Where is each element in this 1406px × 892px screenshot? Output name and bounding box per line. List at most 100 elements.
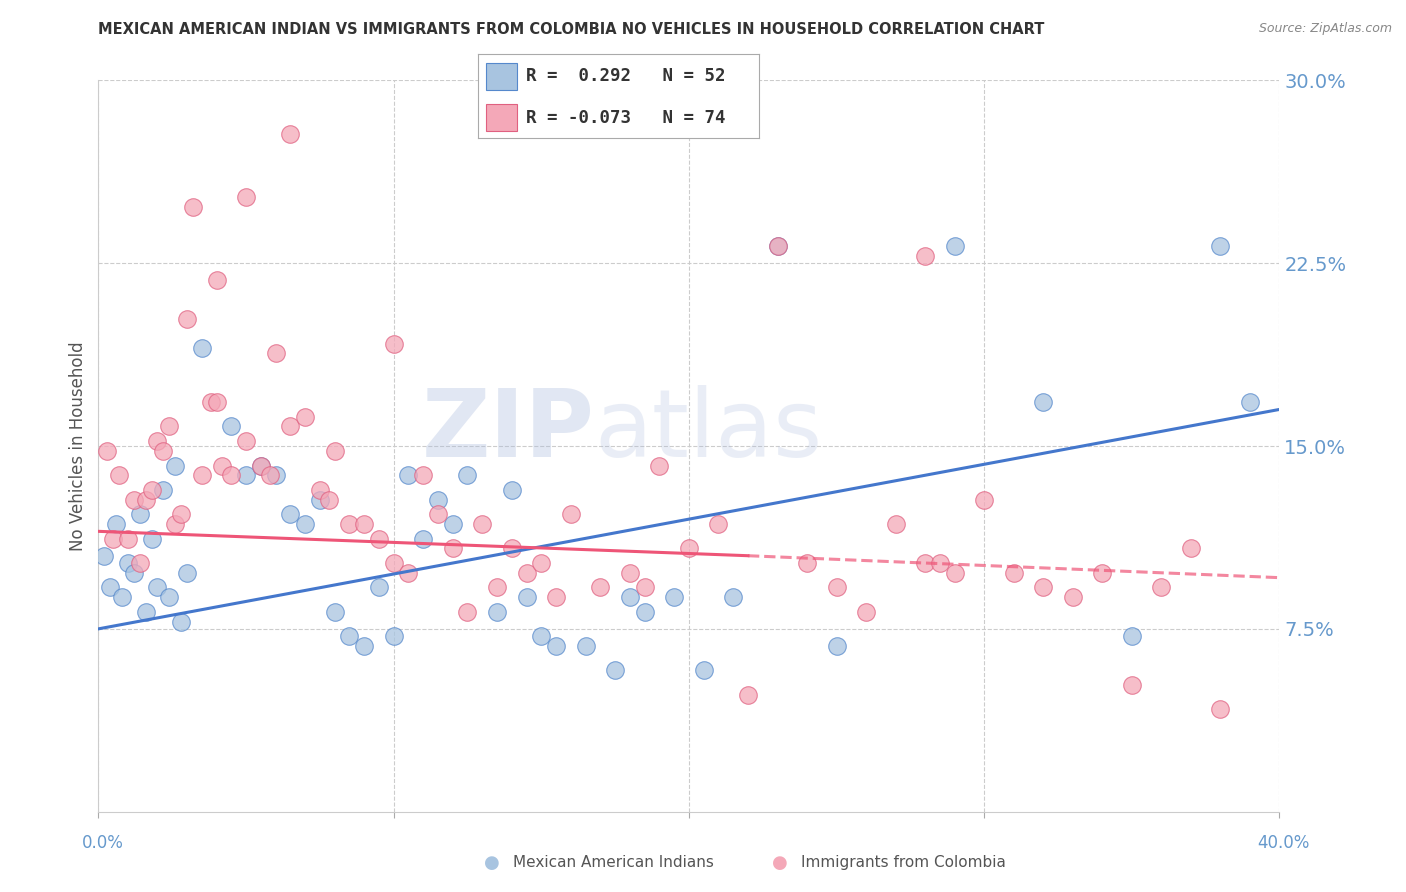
Point xyxy=(943,239,966,253)
Y-axis label: No Vehicles in Household: No Vehicles in Household xyxy=(69,341,87,551)
Point xyxy=(501,483,523,497)
Point xyxy=(117,556,139,570)
Point xyxy=(200,395,222,409)
Point xyxy=(235,434,257,449)
Point xyxy=(170,615,193,629)
Point xyxy=(117,532,139,546)
Point xyxy=(250,458,273,473)
Point xyxy=(441,541,464,556)
Point xyxy=(471,516,494,531)
Point xyxy=(323,443,346,458)
Point xyxy=(589,581,612,595)
Point xyxy=(176,312,198,326)
Text: Mexican American Indians: Mexican American Indians xyxy=(513,855,714,870)
Text: R = -0.073   N = 74: R = -0.073 N = 74 xyxy=(526,109,725,127)
Point xyxy=(278,127,302,141)
Point xyxy=(737,688,759,702)
Text: 0.0%: 0.0% xyxy=(82,834,124,852)
Point xyxy=(516,590,538,604)
Point xyxy=(1121,678,1143,692)
Point xyxy=(1121,629,1143,643)
Point xyxy=(122,492,145,507)
Point xyxy=(135,492,157,507)
Point xyxy=(723,590,745,604)
Point xyxy=(157,590,180,604)
Point xyxy=(855,605,877,619)
Point xyxy=(516,566,538,580)
Point xyxy=(105,516,128,531)
Point xyxy=(368,581,391,595)
Point xyxy=(368,532,391,546)
Point xyxy=(221,468,243,483)
Point xyxy=(382,629,405,643)
Point xyxy=(339,629,360,643)
Text: atlas: atlas xyxy=(595,385,823,477)
Point xyxy=(546,639,568,653)
Point xyxy=(309,492,332,507)
Point xyxy=(111,590,134,604)
Point xyxy=(278,419,302,434)
Point xyxy=(825,639,848,653)
Point xyxy=(1209,239,1232,253)
Point xyxy=(278,508,302,522)
Text: MEXICAN AMERICAN INDIAN VS IMMIGRANTS FROM COLOMBIA NO VEHICLES IN HOUSEHOLD COR: MEXICAN AMERICAN INDIAN VS IMMIGRANTS FR… xyxy=(98,22,1045,37)
Point xyxy=(323,605,346,619)
Point xyxy=(914,249,936,263)
Point xyxy=(165,516,187,531)
Point xyxy=(560,508,582,522)
Point xyxy=(205,273,228,287)
Point xyxy=(412,532,434,546)
Point xyxy=(235,190,257,204)
Point xyxy=(93,549,115,563)
Bar xyxy=(486,62,517,90)
Text: 40.0%: 40.0% xyxy=(1257,834,1310,852)
Point xyxy=(152,443,174,458)
Point xyxy=(1032,581,1054,595)
Point xyxy=(884,516,907,531)
Point xyxy=(309,483,332,497)
Point xyxy=(128,556,150,570)
Point xyxy=(259,468,281,483)
Point xyxy=(98,581,121,595)
Point xyxy=(1239,395,1261,409)
Point xyxy=(914,556,936,570)
Point xyxy=(382,336,405,351)
Point xyxy=(165,458,187,473)
Point xyxy=(943,566,966,580)
Point xyxy=(221,419,243,434)
Text: Source: ZipAtlas.com: Source: ZipAtlas.com xyxy=(1258,22,1392,36)
Point xyxy=(766,239,789,253)
Point xyxy=(339,516,360,531)
Point xyxy=(1062,590,1084,604)
Point xyxy=(530,629,553,643)
Point xyxy=(146,434,169,449)
Point xyxy=(1032,395,1054,409)
Point xyxy=(1002,566,1025,580)
Point xyxy=(633,581,655,595)
Point xyxy=(530,556,553,570)
Point xyxy=(427,508,450,522)
Point xyxy=(211,458,233,473)
Point xyxy=(235,468,257,483)
Point xyxy=(501,541,523,556)
Point xyxy=(427,492,450,507)
Point xyxy=(1150,581,1173,595)
Point xyxy=(973,492,995,507)
Point xyxy=(264,346,287,360)
Text: ●: ● xyxy=(484,854,501,871)
Point xyxy=(135,605,157,619)
Point xyxy=(146,581,169,595)
Point xyxy=(181,200,204,214)
Point xyxy=(141,483,163,497)
Point xyxy=(294,516,316,531)
Point xyxy=(664,590,686,604)
Point xyxy=(486,605,509,619)
Point xyxy=(633,605,655,619)
Point xyxy=(1091,566,1114,580)
Point xyxy=(619,566,641,580)
Point xyxy=(619,590,641,604)
Point xyxy=(605,663,627,677)
Point xyxy=(486,581,509,595)
Point xyxy=(678,541,700,556)
Point xyxy=(707,516,730,531)
